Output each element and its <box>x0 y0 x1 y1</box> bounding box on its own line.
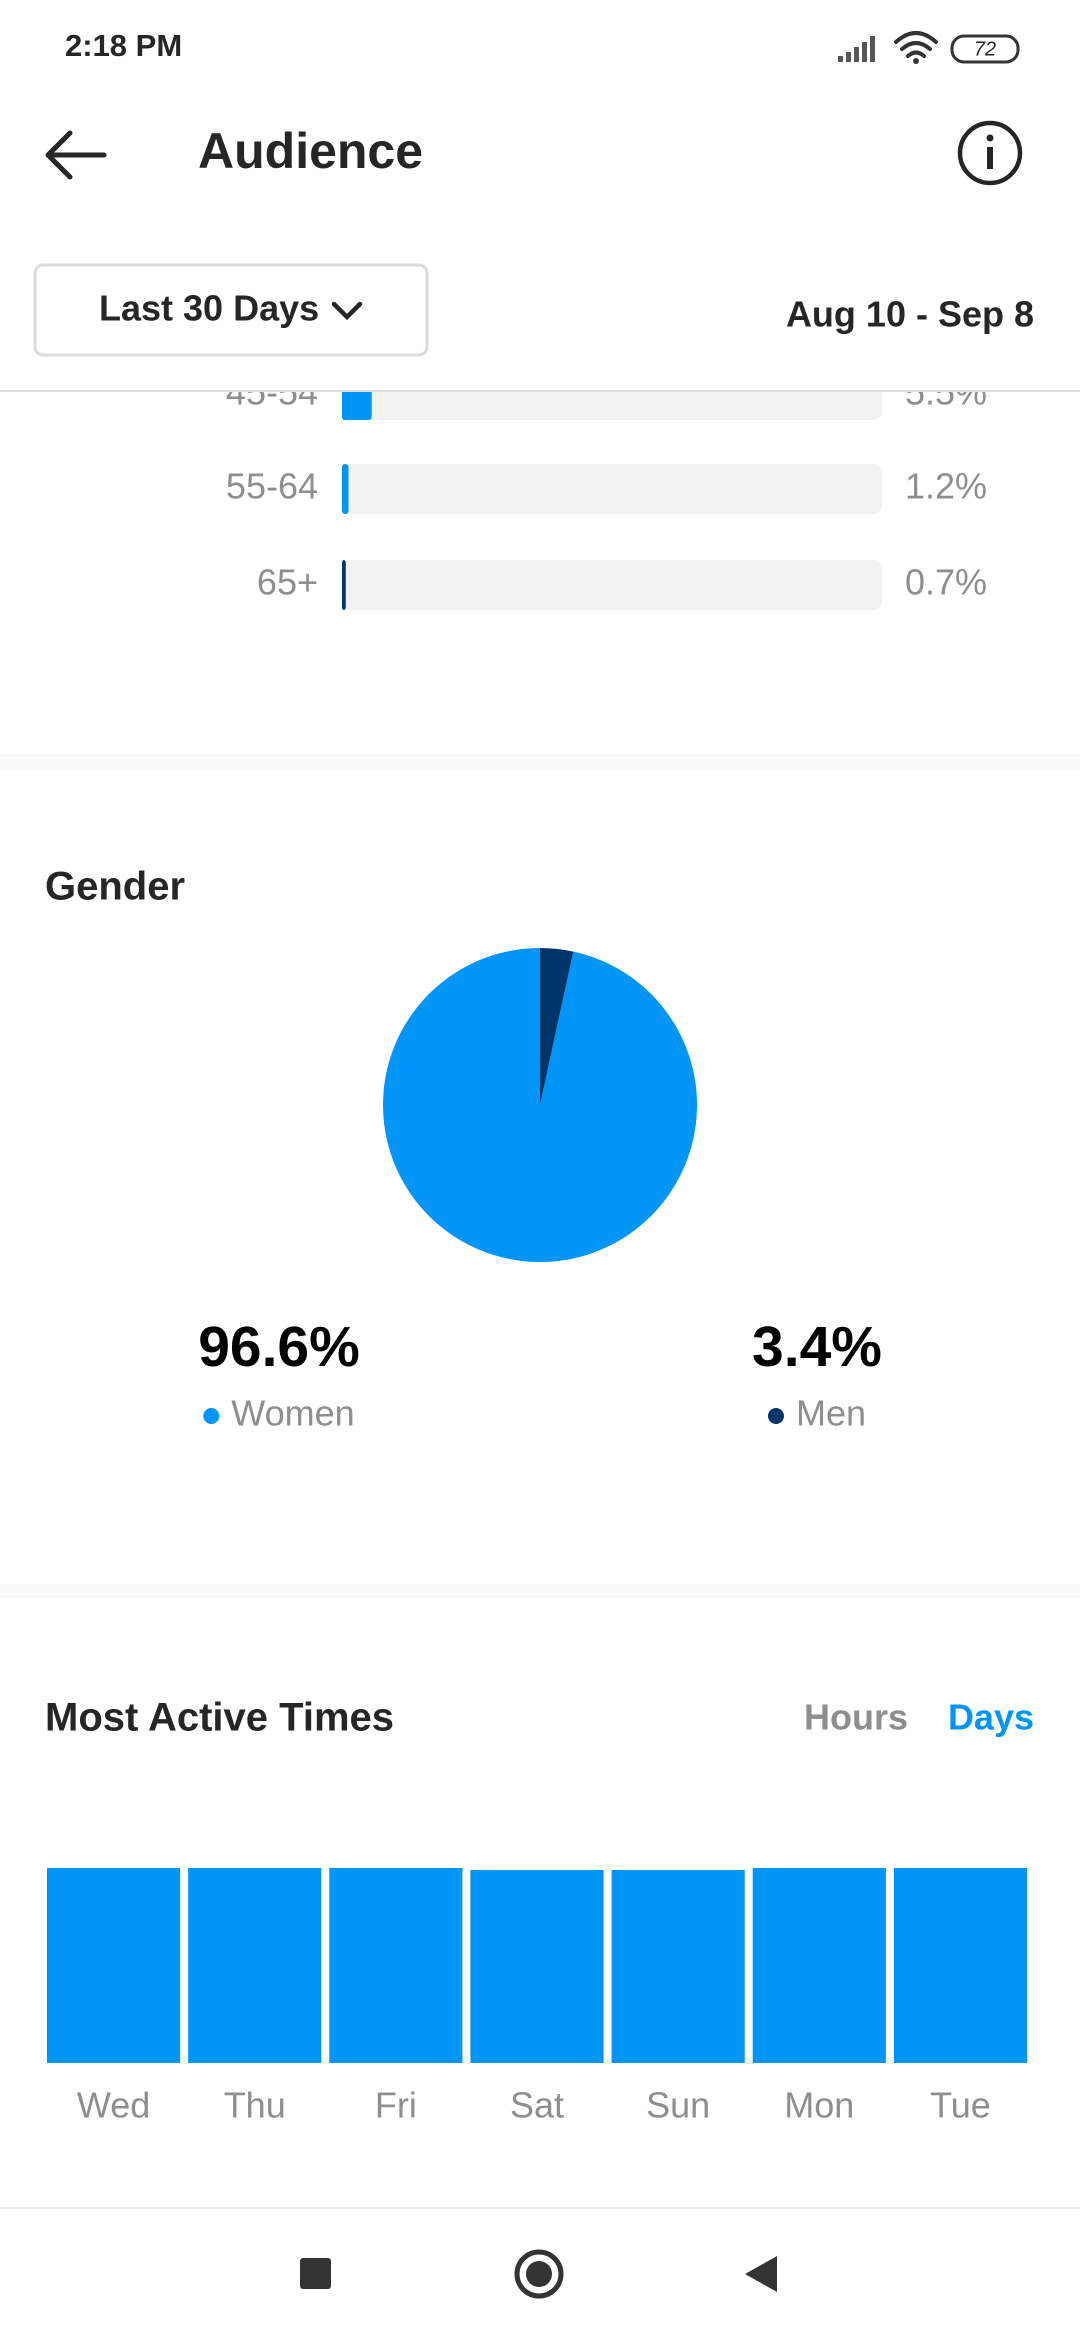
back-nav-button[interactable] <box>745 2256 777 2292</box>
navigation-bar <box>0 2207 1080 2340</box>
x-tick-label: Wed <box>77 2085 150 2126</box>
age-label: 65+ <box>257 562 318 603</box>
bar <box>342 560 346 610</box>
legend-label: Women <box>231 1393 354 1434</box>
recents-button[interactable] <box>300 2258 331 2289</box>
gender-value: 3.4% <box>752 1315 882 1379</box>
bar <box>752 1868 886 2063</box>
bar <box>893 1868 1027 2063</box>
legend-dot <box>767 1408 784 1424</box>
bar <box>611 1869 745 2063</box>
date-range: Aug 10 - Sep 8 <box>786 294 1034 335</box>
battery-icon <box>950 34 1020 64</box>
legend-dot <box>203 1408 220 1424</box>
back-button[interactable] <box>45 130 107 180</box>
status-time: 2:18 PM <box>65 28 182 63</box>
tab[interactable]: Hours <box>804 1697 908 1738</box>
value-label: 1.2% <box>905 466 987 507</box>
bar <box>188 1868 322 2063</box>
section-separator <box>0 1584 1080 1599</box>
battery-level: 72 <box>974 38 996 60</box>
header: 2:18 PM 72 Audience Last 30 Days Aug 10 … <box>0 0 1080 392</box>
tab[interactable]: Days <box>948 1697 1034 1738</box>
wifi-icon <box>894 31 938 64</box>
range-label: Last 30 Days <box>99 288 319 329</box>
x-tick-label: Sun <box>646 2085 710 2126</box>
bar-track <box>342 560 882 610</box>
signal-icon <box>838 36 875 62</box>
x-tick-label: Mon <box>784 2085 854 2126</box>
bar <box>342 464 349 514</box>
pie-slice <box>383 948 698 1263</box>
range-dropdown[interactable] <box>33 263 429 357</box>
page-title: Audience <box>198 123 423 179</box>
x-tick-label: Fri <box>375 2085 417 2126</box>
pie-slice <box>540 948 574 1105</box>
home-button[interactable] <box>514 2249 564 2299</box>
x-tick-label: Thu <box>224 2085 286 2126</box>
x-tick-label: Sat <box>510 2085 564 2126</box>
value-label: 0.7% <box>905 562 987 603</box>
x-tick-label: Tue <box>930 2085 991 2126</box>
bar <box>47 1868 181 2063</box>
gender-value: 96.6% <box>198 1315 360 1379</box>
info-button[interactable] <box>957 120 1023 186</box>
section-separator <box>0 753 1080 771</box>
section-title: Most Active Times <box>45 1696 394 1740</box>
age-label: 55-64 <box>226 466 318 507</box>
section-title: Gender <box>45 865 185 909</box>
bar <box>329 1868 463 2063</box>
legend-label: Men <box>796 1393 866 1434</box>
dropdown-chevron <box>331 301 363 321</box>
bar <box>470 1869 604 2063</box>
bar-track <box>342 464 882 514</box>
